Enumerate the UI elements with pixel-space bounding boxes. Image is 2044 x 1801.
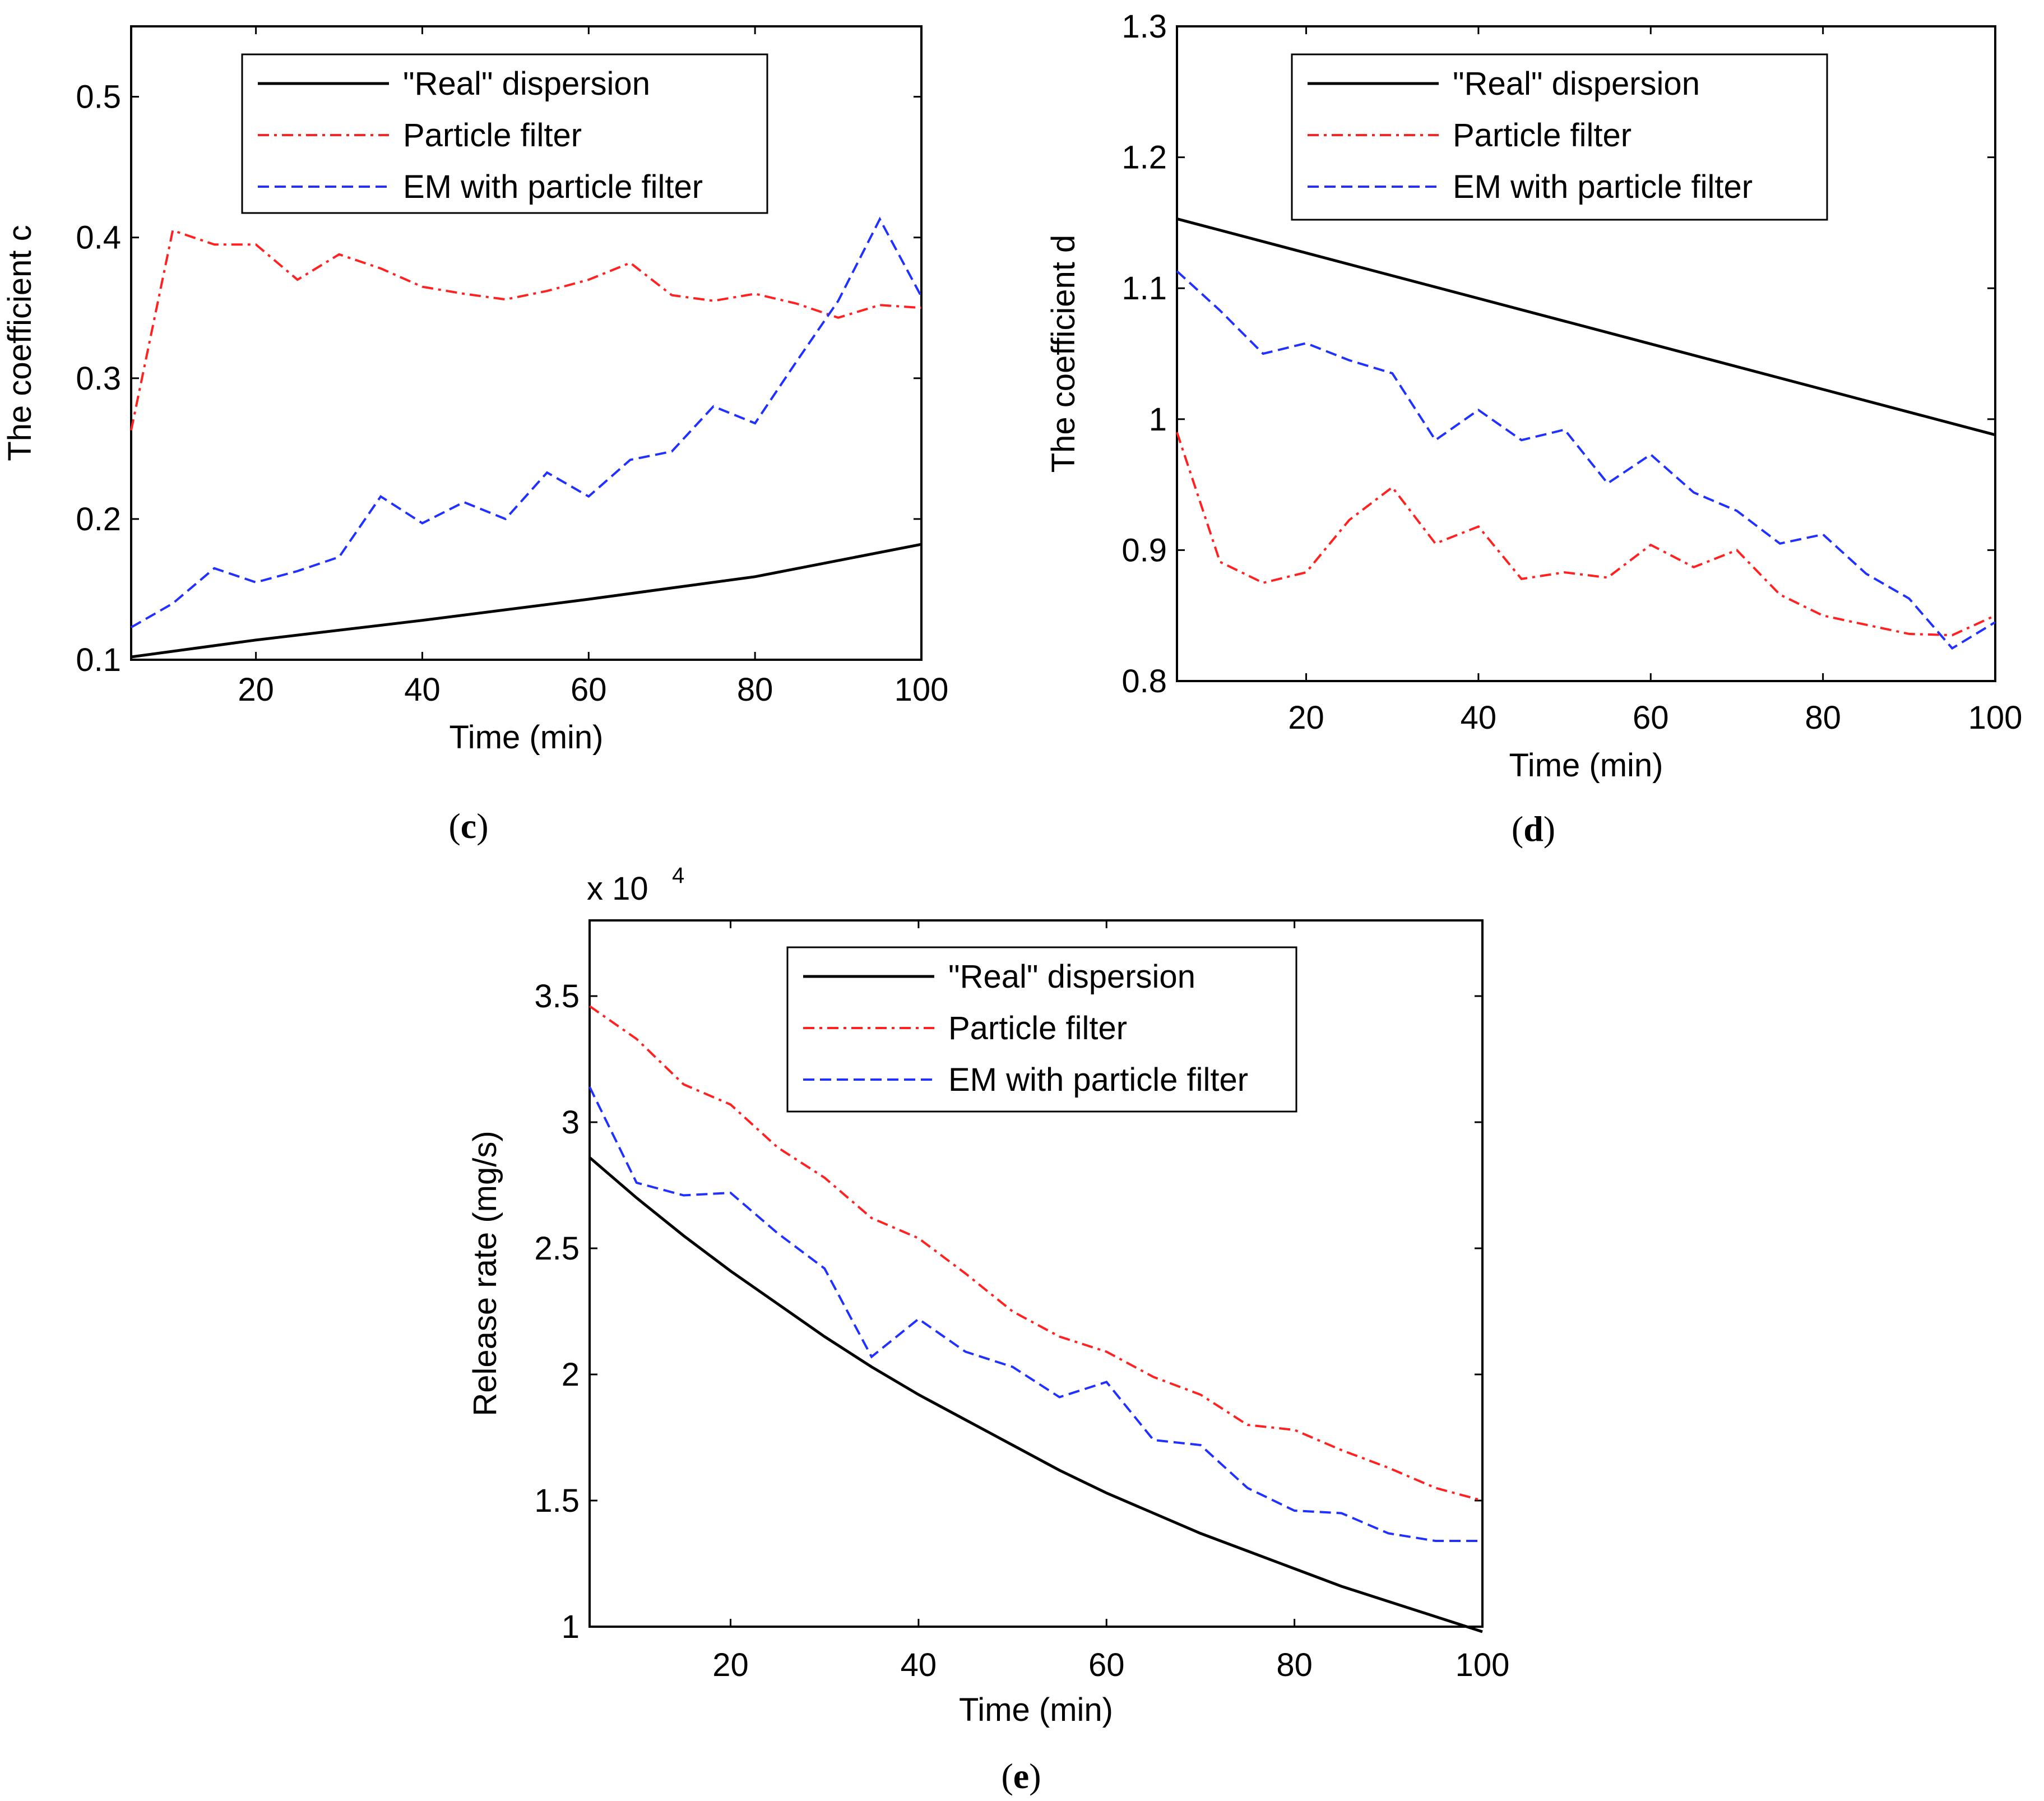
x-tick-label: 40 <box>901 1647 937 1683</box>
legend-entry-label: Particle filter <box>948 1010 1127 1047</box>
legend-entry-label: EM with particle filter <box>403 169 703 205</box>
x-tick-label: 20 <box>238 672 274 708</box>
y-tick-label: 0.2 <box>76 501 121 538</box>
panel-c: 20 40 60 80 100 0.1 0.2 0.3 0.4 0.5 Time (min) The … <box>2 25 949 846</box>
x-tick-label: 80 <box>1805 700 1841 736</box>
x-tick-label: 40 <box>1461 700 1497 736</box>
legend-entry-label: Particle filter <box>1453 117 1632 154</box>
y-tick-label: 1.1 <box>1121 270 1167 307</box>
legend: "Real" dispersion Particle filter EM with … <box>241 53 768 214</box>
legend-entry-label: EM with particle filter <box>948 1062 1248 1098</box>
legend-entry-label: "Real" dispersion <box>948 959 1195 995</box>
x-axis-label: Time (min) <box>1509 747 1663 784</box>
y-axis-label: The coefficient c <box>2 225 38 461</box>
y-tick-label: 1 <box>1149 401 1167 438</box>
y-tick-label: 1.2 <box>1121 140 1167 176</box>
legend-entry-label: "Real" dispersion <box>403 66 650 102</box>
x-tick-label: 60 <box>1633 700 1669 736</box>
panel-e: 20 40 60 80 100 1 1.5 2 2.5 3 3.5 Time (min) Release… <box>467 863 1509 1796</box>
x-tick-label: 100 <box>894 672 949 708</box>
legend-entry-label: Particle filter <box>403 117 582 154</box>
x-tick-label: 80 <box>1276 1647 1313 1683</box>
series-line-em-particle-filter <box>588 1086 1482 1542</box>
y-tick-label: 1.3 <box>1121 8 1167 45</box>
x-tick-label: 20 <box>712 1647 749 1683</box>
x-axis-label: Time (min) <box>959 1692 1113 1728</box>
x-tick-label: 60 <box>571 672 607 708</box>
y-tick-label: 2.5 <box>534 1230 580 1267</box>
x-tick-label: 80 <box>737 672 773 708</box>
legend-box <box>1291 53 1828 221</box>
x-tick-label: 60 <box>1088 1647 1125 1683</box>
panel-label: (c) <box>448 806 488 846</box>
axis-multiplier-exponent: 4 <box>672 863 684 888</box>
y-tick-label: 1.5 <box>534 1483 580 1519</box>
y-tick-label: 0.4 <box>76 220 121 256</box>
panel-d: 20 40 60 80 100 0.8 0.9 1 1.1 1.2 1.3 Time (min) The… <box>1045 8 2022 849</box>
axes-frame <box>588 919 1484 1628</box>
axes-frame <box>130 25 923 661</box>
y-axis-label: The coefficient d <box>1045 235 1082 473</box>
x-tick-label: 100 <box>1456 1647 1510 1683</box>
y-tick-label: 2 <box>562 1356 580 1393</box>
legend: "Real" dispersion Particle filter EM with … <box>786 946 1297 1113</box>
y-tick-label: 0.1 <box>76 642 121 678</box>
series-line-real-dispersion <box>588 1156 1483 1633</box>
y-tick-label: 3 <box>562 1104 580 1141</box>
axis-multiplier: x 10 <box>587 871 648 907</box>
y-tick-label: 0.8 <box>1121 663 1167 700</box>
y-tick-label: 1 <box>562 1609 580 1645</box>
series-line-em-particle-filter <box>1176 270 1996 650</box>
panel-label: (d) <box>1512 809 1555 849</box>
panel-label: (e) <box>1001 1756 1041 1796</box>
y-axis-label: Release rate (mg/s) <box>467 1131 503 1416</box>
x-axis-label: Time (min) <box>449 719 604 756</box>
y-tick-label: 0.5 <box>76 79 121 115</box>
series-line-real-dispersion <box>131 543 922 659</box>
legend-entry-label: EM with particle filter <box>1453 169 1753 205</box>
axes-frame <box>1176 25 1996 682</box>
x-tick-label: 20 <box>1288 700 1324 736</box>
legend-box <box>786 946 1297 1113</box>
x-tick-label: 100 <box>1968 700 2023 736</box>
y-tick-label: 0.3 <box>76 360 121 397</box>
y-tick-label: 3.5 <box>534 978 580 1015</box>
x-tick-label: 40 <box>404 672 441 708</box>
series-line-particle-filter <box>130 229 922 431</box>
series-line-em-particle-filter <box>131 216 923 628</box>
series-line-particle-filter <box>1176 432 1996 637</box>
y-tick-label: 0.9 <box>1121 532 1167 568</box>
series-line-real-dispersion <box>1176 217 1996 437</box>
legend: "Real" dispersion Particle filter EM with … <box>1291 53 1828 221</box>
series-line-particle-filter <box>588 1005 1483 1502</box>
legend-entry-label: "Real" dispersion <box>1453 66 1700 102</box>
